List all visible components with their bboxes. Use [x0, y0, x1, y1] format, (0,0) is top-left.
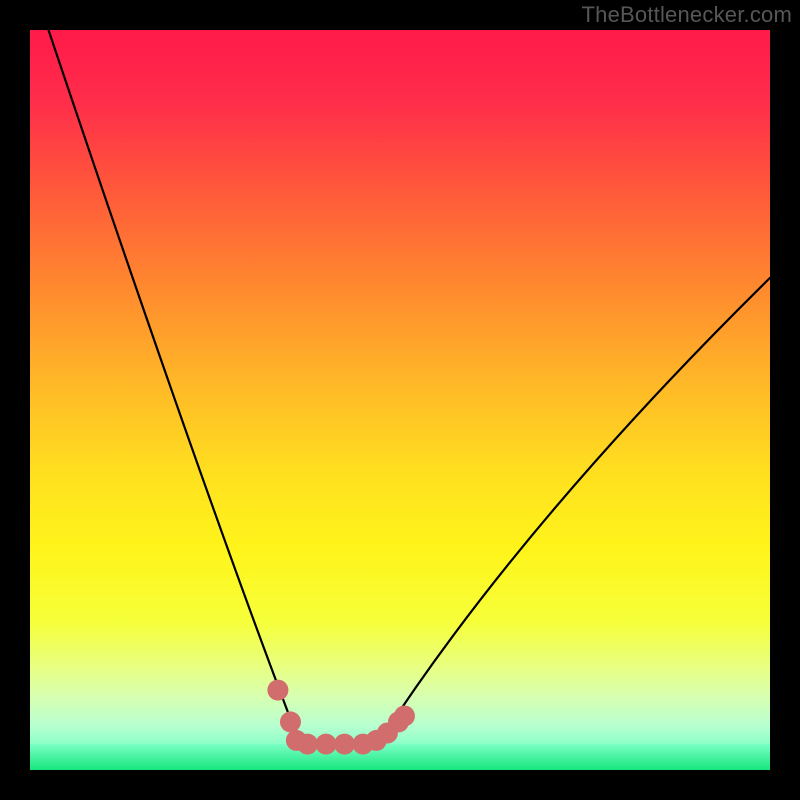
- bottleneck-curve: [49, 30, 771, 744]
- marker-group: [267, 680, 415, 755]
- curve-layer: [0, 0, 800, 800]
- curve-marker: [280, 711, 301, 732]
- curve-marker: [334, 734, 355, 755]
- watermark-text: TheBottlenecker.com: [582, 2, 792, 28]
- curve-marker: [394, 705, 415, 726]
- curve-marker: [267, 680, 288, 701]
- chart-stage: TheBottlenecker.com: [0, 0, 800, 800]
- curve-marker: [316, 734, 337, 755]
- curve-marker: [297, 734, 318, 755]
